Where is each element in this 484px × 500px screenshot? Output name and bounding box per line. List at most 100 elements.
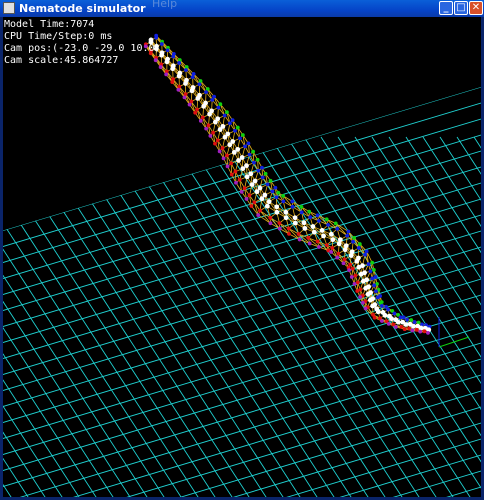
mesh-node [372,315,377,320]
mesh-node [292,220,298,226]
mesh-node [246,141,251,146]
mesh-node [411,323,416,329]
mesh-node [281,199,286,204]
title-bar[interactable]: Nematode simulator Help _ □ ✕ [0,0,484,17]
mesh-node [365,291,371,297]
grid-line [184,136,446,497]
grid-line [3,136,38,497]
mesh-node [268,178,273,183]
mesh-node [228,121,232,126]
mesh-edge [219,104,226,116]
mesh-node [176,87,181,92]
mesh-node [324,243,329,247]
mesh-node [335,255,340,260]
grid-line [3,136,157,497]
mesh-node [349,249,355,255]
mesh-node [310,224,316,229]
mesh-edge [288,233,300,240]
grid-line [3,198,481,345]
mesh-node [395,319,401,325]
mesh-node [260,165,264,170]
mesh-node [239,155,245,160]
mesh-node [302,225,308,231]
grid-line [3,166,481,313]
close-button[interactable]: ✕ [469,1,483,15]
mesh-node [227,142,233,148]
mesh-node [225,164,230,169]
mesh-node [263,171,268,176]
mesh-node [177,84,182,89]
mesh-node [164,72,169,77]
grid-line [286,136,481,497]
mesh-node [358,287,363,292]
grid-line [422,136,481,497]
mesh-node [213,141,217,146]
mesh-node [386,322,391,326]
mesh-node [337,237,343,243]
mesh-edge [282,195,293,208]
mesh-node [363,306,368,311]
mesh-node [402,327,407,332]
model-time-text: Model Time:7074 [4,19,95,30]
mesh-edge [193,73,200,85]
grid-line [405,136,481,497]
simulation-viewport[interactable]: Model Time:7074 CPU Time/Step:0 ms Cam pos… [3,17,481,497]
mesh-node [159,52,165,58]
mesh-node [403,322,409,327]
simulation-canvas[interactable] [3,17,481,497]
mesh-node [206,123,211,128]
mesh-node [335,226,340,231]
mesh-edge [301,206,311,218]
maximize-button[interactable]: □ [454,1,468,15]
mesh-node [256,168,261,173]
mesh-node [218,102,223,107]
mesh-node [371,267,376,272]
mesh-node [222,113,227,118]
mesh-node [286,226,291,231]
mesh-node [242,186,247,191]
mesh-node [343,243,349,249]
worm-nodes [143,33,432,335]
mesh-edge [259,210,271,224]
mesh-node [393,325,398,329]
mesh-node [164,59,170,65]
mesh-edge [337,228,348,236]
axis-x-line [438,336,470,348]
mesh-node [265,182,270,187]
mesh-node [399,324,404,329]
mesh-edge [226,112,231,124]
mesh-node [398,315,403,320]
grid-line [3,136,123,497]
mesh-node [315,213,320,218]
mesh-node [235,146,241,152]
grid-line [116,136,378,497]
mesh-node [301,220,307,226]
mesh-node [311,229,317,235]
mesh-node [374,289,378,294]
mesh-node [197,82,202,87]
mesh-node [326,222,331,227]
mesh-node [170,80,175,85]
mesh-node [176,73,182,79]
cam-scale-text: Cam scale:45.864727 [4,55,119,66]
mesh-node [220,146,225,150]
grid-line [3,134,481,281]
mesh-node [297,237,302,242]
mesh-node [225,153,229,158]
mesh-node [333,221,338,226]
mesh-node [375,295,380,300]
mesh-node [342,257,347,262]
mesh-node [422,329,427,334]
mesh-node [248,171,254,177]
mesh-node [380,304,384,308]
minimize-button[interactable]: _ [439,1,453,15]
mesh-node [283,209,289,215]
mesh-node [205,87,210,91]
mesh-node [348,262,353,267]
mesh-node [159,42,164,46]
mesh-node [356,264,362,270]
mesh-node [222,134,228,140]
mesh-node [326,248,331,253]
grid-line [218,136,480,497]
mesh-node [190,75,195,80]
